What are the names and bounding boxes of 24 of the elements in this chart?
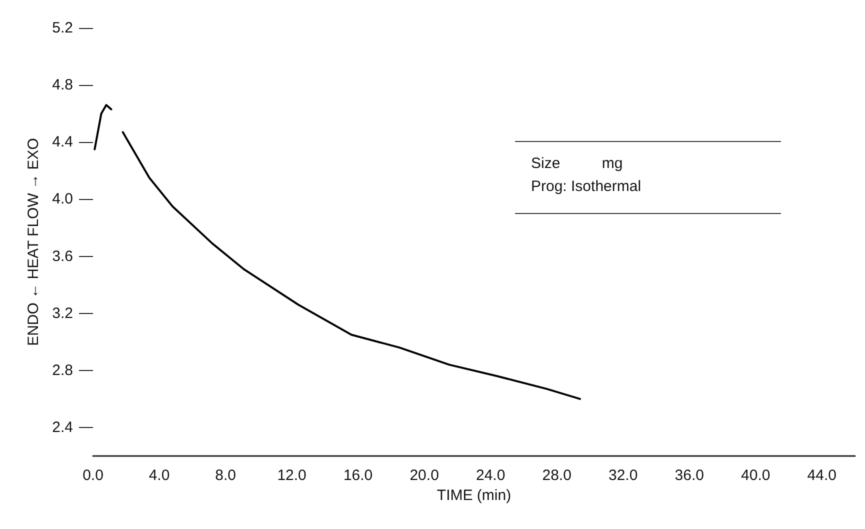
x-tick-label: 36.0 bbox=[674, 467, 704, 484]
x-tick-label: 16.0 bbox=[343, 467, 373, 484]
y-tick-label: 4.0 bbox=[52, 190, 73, 208]
x-tick-label: 4.0 bbox=[148, 467, 170, 484]
x-tick-label: 12.0 bbox=[277, 467, 306, 484]
x-tick-label: 44.0 bbox=[807, 467, 836, 484]
x-tick-label: 24.0 bbox=[476, 467, 506, 484]
y-tick-label: 2.4 bbox=[52, 418, 73, 436]
x-tick-label: 8.0 bbox=[215, 467, 236, 484]
x-tick-label: 20.0 bbox=[410, 467, 439, 484]
y-tick-label: 3.6 bbox=[52, 248, 73, 265]
y-tick-label: 3.2 bbox=[52, 304, 73, 322]
y-tick-label: 4.8 bbox=[52, 76, 73, 94]
y-tick-label: 5.2 bbox=[52, 20, 73, 36]
y-axis-title: ENDO ← HEAT FLOW → EXO bbox=[25, 138, 42, 346]
annotation: Prog: Isothermal bbox=[531, 178, 642, 195]
x-tick-label: 28.0 bbox=[542, 467, 572, 484]
annotation: Size mg bbox=[531, 155, 623, 172]
y-tick-label: 4.4 bbox=[52, 134, 73, 151]
x-tick-label: 0.0 bbox=[82, 467, 104, 484]
y-tick-label: 2.8 bbox=[52, 362, 73, 379]
x-tick-label: 32.0 bbox=[608, 467, 638, 484]
x-axis-title: TIME (min) bbox=[436, 486, 512, 504]
x-tick-label: 40.0 bbox=[741, 467, 770, 484]
